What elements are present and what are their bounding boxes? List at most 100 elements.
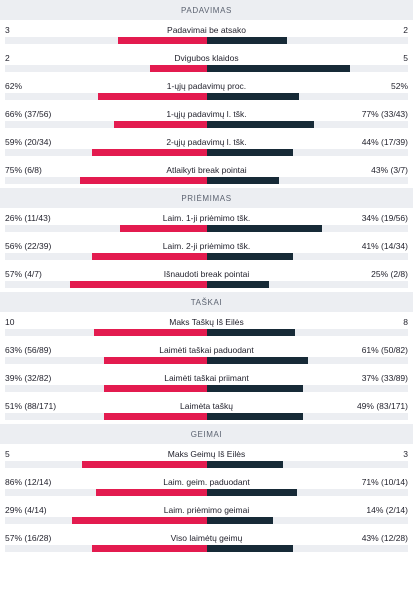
away-bar-fill — [207, 489, 298, 496]
stat-label: Laimėti taškai paduodant — [159, 345, 254, 355]
stat-label: Maks Taškų Iš Eilės — [169, 317, 244, 327]
stat-row: 51% (88/171) Laimėta taškų 49% (83/171) — [0, 396, 413, 424]
stat-row: 66% (37/56) 1-ųjų padavimų l. tšk. 77% (33… — [0, 104, 413, 132]
away-bar-track — [207, 545, 408, 552]
away-bar-fill — [207, 329, 296, 336]
home-bar-fill — [97, 93, 207, 100]
away-bar-track — [207, 65, 408, 72]
stat-label: Laimėti taškai priimant — [164, 373, 249, 383]
home-value: 63% (56/89) — [5, 345, 52, 355]
stat-label: Laim. geim. paduodant — [163, 477, 250, 487]
away-bar-fill — [207, 461, 284, 468]
stats-section: PADAVIMAS 3 Padavimai be atsako 2 2 Dvigubos … — [0, 0, 413, 188]
home-bar-fill — [91, 253, 207, 260]
away-bar-fill — [207, 177, 280, 184]
home-bar-track — [5, 517, 207, 524]
stat-row: 2 Dvigubos klaidos 5 — [0, 48, 413, 76]
home-bar-track — [5, 281, 207, 288]
stats-section: GEIMAI 5 Maks Geimų Iš Eilės 3 86% (12/14) La… — [0, 424, 413, 556]
away-value: 37% (33/89) — [361, 373, 408, 383]
home-bar-fill — [91, 545, 207, 552]
home-bar-fill — [71, 517, 207, 524]
home-bar-track — [5, 65, 207, 72]
stat-label: 1-ųjų padavimų l. tšk. — [166, 109, 247, 119]
home-value: 75% (6/8) — [5, 165, 42, 175]
away-bar-track — [207, 37, 408, 44]
stat-row: 26% (11/43) Laim. 1-ji priėmimo tšk. 34% (… — [0, 208, 413, 236]
away-value: 43% (12/28) — [361, 533, 408, 543]
stat-row: 59% (20/34) 2-ųjų padavimų l. tšk. 44% (17… — [0, 132, 413, 160]
home-bar-fill — [93, 329, 207, 336]
away-bar-fill — [207, 357, 308, 364]
stat-label: Laim. priėmimo geimai — [163, 505, 250, 515]
home-bar-fill — [95, 489, 207, 496]
away-value: 34% (19/56) — [361, 213, 408, 223]
away-bar-fill — [207, 65, 350, 72]
home-value: 2 — [5, 53, 10, 63]
stat-row: 10 Maks Taškų Iš Eilės 8 — [0, 312, 413, 340]
home-bar-track — [5, 149, 207, 156]
stat-label: Atlaikyti break pointai — [166, 165, 247, 175]
home-value: 57% (4/7) — [5, 269, 42, 279]
home-value: 29% (4/14) — [5, 505, 47, 515]
stat-row: 57% (16/28) Viso laimėtų geimų 43% (12/28) — [0, 528, 413, 556]
stat-label: Dvigubos klaidos — [174, 53, 239, 63]
away-bar-track — [207, 177, 408, 184]
away-value: 52% — [390, 81, 408, 91]
home-bar-fill — [81, 461, 207, 468]
away-bar-fill — [207, 121, 314, 128]
home-bar-fill — [120, 225, 207, 232]
home-bar-fill — [79, 177, 207, 184]
stat-label: Išnaudoti break pointai — [163, 269, 250, 279]
away-value: 61% (50/82) — [361, 345, 408, 355]
away-value: 25% (2/8) — [371, 269, 408, 279]
stats-section: TAŠKAI 10 Maks Taškų Iš Eilės 8 63% (56/89) L… — [0, 292, 413, 424]
home-value: 62% — [5, 81, 23, 91]
home-bar-track — [5, 93, 207, 100]
away-bar-fill — [207, 37, 288, 44]
stat-label: 1-ųjų padavimų proc. — [166, 81, 247, 91]
home-bar-track — [5, 357, 207, 364]
away-bar-fill — [207, 225, 322, 232]
away-bar-track — [207, 93, 408, 100]
away-value: 5 — [403, 53, 408, 63]
away-bar-fill — [207, 149, 294, 156]
home-bar-fill — [103, 385, 207, 392]
home-bar-fill — [91, 149, 207, 156]
stat-label: Laim. 1-ji priėmimo tšk. — [162, 213, 251, 223]
away-value: 41% (14/34) — [361, 241, 408, 251]
home-bar-track — [5, 253, 207, 260]
stat-label: Laim. 2-ji priėmimo tšk. — [162, 241, 251, 251]
away-bar-track — [207, 385, 408, 392]
stats-section: PRIĖMIMAS 26% (11/43) Laim. 1-ji priėmimo … — [0, 188, 413, 292]
home-bar-fill — [103, 413, 207, 420]
away-bar-fill — [207, 385, 304, 392]
away-value: 44% (17/39) — [361, 137, 408, 147]
stat-label: Viso laimėtų geimų — [170, 533, 243, 543]
away-bar-track — [207, 517, 408, 524]
stat-label: Maks Geimų Iš Eilės — [167, 449, 246, 459]
home-bar-fill — [118, 37, 207, 44]
home-value: 5 — [5, 449, 10, 459]
home-bar-fill — [103, 357, 207, 364]
match-stats-panel: PADAVIMAS 3 Padavimai be atsako 2 2 Dvigubos … — [0, 0, 413, 556]
home-bar-track — [5, 545, 207, 552]
stat-row: 29% (4/14) Laim. priėmimo geimai 14% (2/14… — [0, 500, 413, 528]
away-bar-track — [207, 461, 408, 468]
away-value: 2 — [403, 25, 408, 35]
home-value: 51% (88/171) — [5, 401, 57, 411]
away-value: 71% (10/14) — [361, 477, 408, 487]
stat-row: 63% (56/89) Laimėti taškai paduodant 61% (… — [0, 340, 413, 368]
home-bar-track — [5, 225, 207, 232]
away-bar-track — [207, 413, 408, 420]
stat-row: 39% (32/82) Laimėti taškai priimant 37% (3… — [0, 368, 413, 396]
away-bar-track — [207, 281, 408, 288]
stat-row: 3 Padavimai be atsako 2 — [0, 20, 413, 48]
away-value: 3 — [403, 449, 408, 459]
away-value: 49% (83/171) — [356, 401, 408, 411]
away-bar-fill — [207, 545, 294, 552]
stat-label: Laimėta taškų — [180, 401, 233, 411]
home-bar-track — [5, 37, 207, 44]
home-bar-track — [5, 489, 207, 496]
stat-row: 62% 1-ųjų padavimų proc. 52% — [0, 76, 413, 104]
